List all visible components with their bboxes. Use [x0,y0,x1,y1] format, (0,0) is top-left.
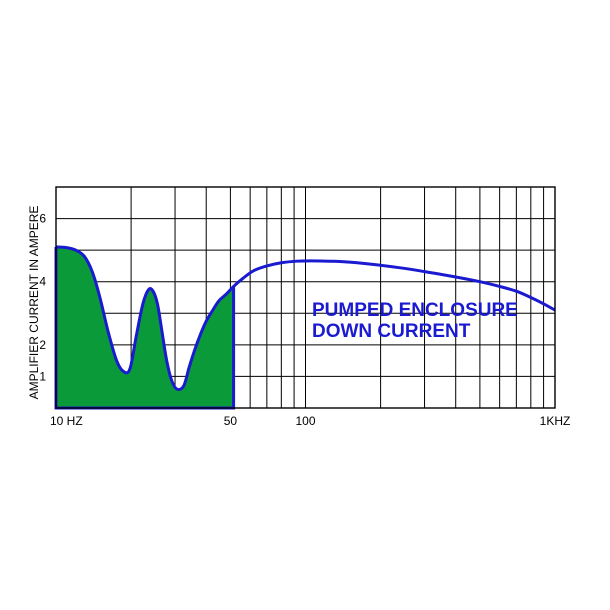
x-tick-label: 50 [224,414,238,428]
plot-border [55,186,556,409]
x-ticks: 10 HZ 50 100 1KHZ [50,414,570,428]
series-line [55,245,556,392]
y-tick-label: 6 [39,212,46,226]
y-tick-label: 4 [39,275,46,289]
annotation: PUMPED ENCLOSURE DOWN CURRENT [312,300,518,342]
y-ticks: 1 2 4 6 [39,212,46,384]
y-tick-label: 2 [39,338,46,352]
annotation-line-2: DOWN CURRENT [312,321,471,342]
x-tick-label: 10 HZ [50,414,83,428]
x-tick-label: 1KHZ [540,414,571,428]
y-tick-label: 1 [39,369,46,383]
x-tick-label: 100 [295,414,315,428]
y-axis-label: AMPLIFIER CURRENT IN AMPERE [27,206,41,400]
annotation-line-1: PUMPED ENCLOSURE [312,300,518,321]
